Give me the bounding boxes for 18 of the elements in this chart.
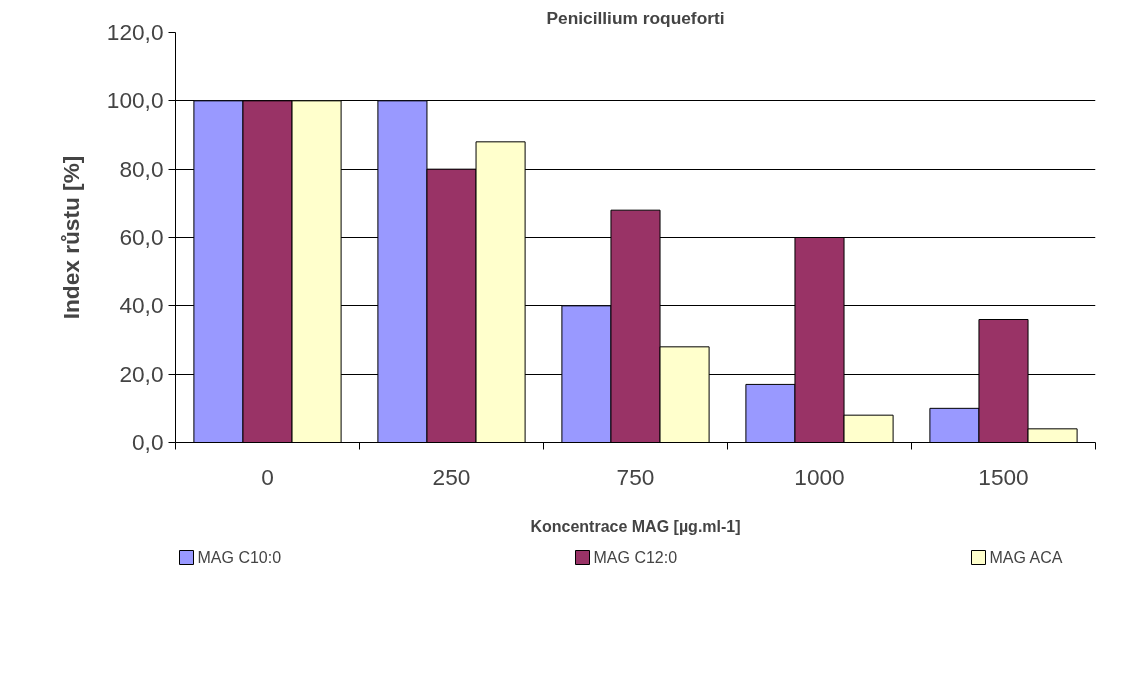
y-tick-label: 120,0 [106,19,164,45]
chart-title: Penicillium roqueforti [546,7,725,28]
x-tick-label: 1000 [794,463,845,490]
y-tick-label: 100,0 [106,87,164,114]
x-tick-label: 1500 [978,463,1029,490]
y-tick-label: 60,0 [119,224,164,250]
y-tick-label: 0,0 [132,429,164,455]
x-tick-label: 750 [616,463,655,490]
x-axis-title: Koncentrace MAG [µg.ml-1] [530,517,741,535]
y-axis-title: Index růstu [%] [57,155,84,320]
x-tick-label: 250 [432,463,471,490]
y-tick-label: 80,0 [119,155,164,182]
y-tick-label: 20,0 [119,360,164,387]
legend-label: MAG ACA [989,549,1063,566]
legend-label: MAG C12:0 [593,549,678,566]
x-tick-label: 0 [261,463,274,490]
legend-label: MAG C10:0 [197,549,282,566]
y-tick-label: 40,0 [119,292,164,319]
